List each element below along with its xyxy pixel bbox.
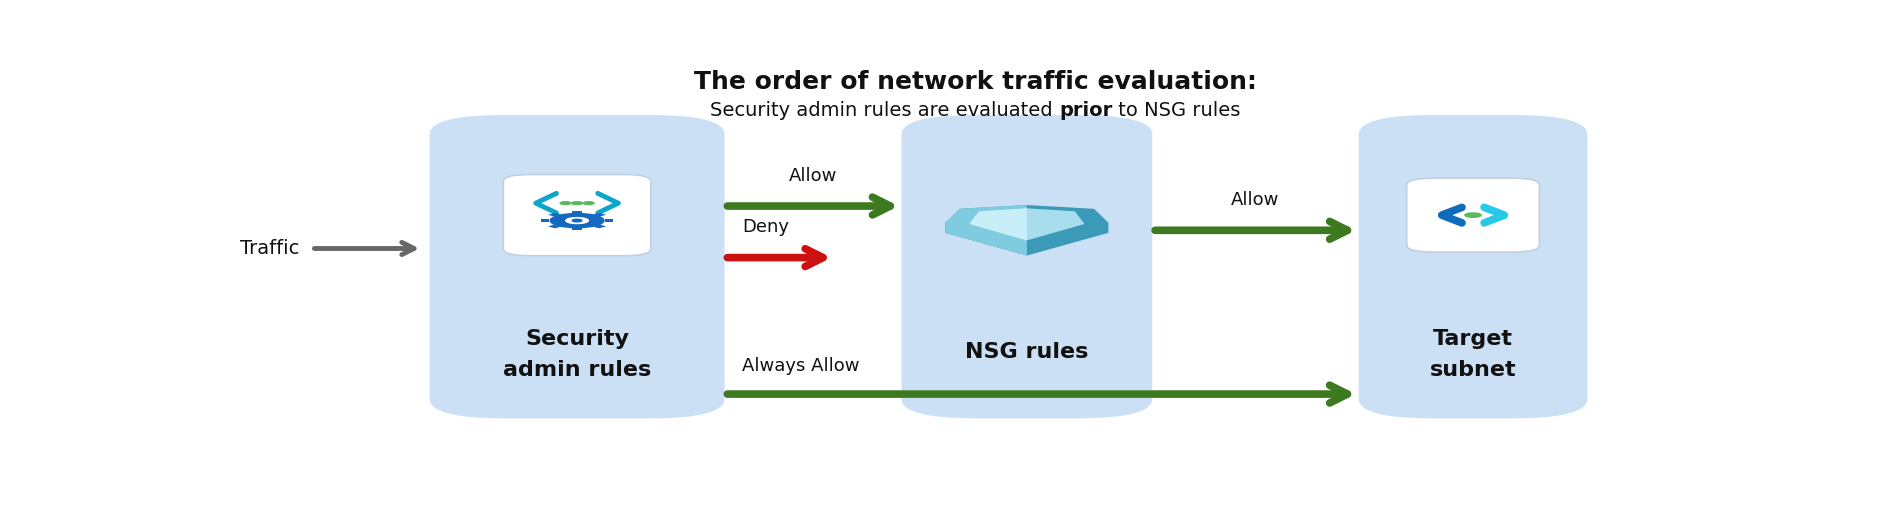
Polygon shape: [573, 211, 582, 213]
Polygon shape: [969, 208, 1028, 240]
Text: to NSG rules: to NSG rules: [1111, 102, 1241, 120]
Text: Allow: Allow: [1231, 191, 1279, 209]
Text: subnet: subnet: [1429, 360, 1517, 380]
Polygon shape: [594, 213, 607, 216]
Text: Allow: Allow: [790, 167, 837, 185]
Text: Target: Target: [1433, 329, 1513, 349]
Polygon shape: [548, 225, 561, 228]
Polygon shape: [605, 219, 613, 222]
Polygon shape: [969, 208, 1085, 240]
Circle shape: [573, 219, 582, 222]
Circle shape: [571, 201, 582, 205]
Circle shape: [584, 201, 594, 205]
Polygon shape: [548, 213, 561, 216]
Text: Security admin rules are evaluated: Security admin rules are evaluated: [710, 102, 1058, 120]
Text: Security: Security: [525, 329, 630, 349]
Circle shape: [550, 214, 603, 228]
Polygon shape: [946, 205, 1108, 256]
Text: The order of network traffic evaluation:: The order of network traffic evaluation:: [695, 70, 1256, 94]
Circle shape: [1465, 213, 1481, 217]
Text: admin rules: admin rules: [502, 360, 651, 380]
Text: NSG rules: NSG rules: [965, 341, 1089, 362]
FancyBboxPatch shape: [902, 115, 1153, 418]
Circle shape: [565, 218, 588, 224]
FancyBboxPatch shape: [1406, 178, 1540, 252]
Text: Always Allow: Always Allow: [742, 357, 860, 375]
FancyBboxPatch shape: [430, 115, 725, 418]
FancyBboxPatch shape: [1359, 115, 1587, 418]
FancyBboxPatch shape: [502, 175, 651, 256]
Polygon shape: [540, 219, 550, 222]
Polygon shape: [946, 205, 1028, 256]
Circle shape: [559, 201, 571, 205]
Text: Deny: Deny: [742, 218, 790, 236]
Text: Traffic: Traffic: [240, 239, 301, 258]
Polygon shape: [573, 228, 582, 230]
Text: prior: prior: [1058, 102, 1111, 120]
Polygon shape: [594, 225, 607, 228]
